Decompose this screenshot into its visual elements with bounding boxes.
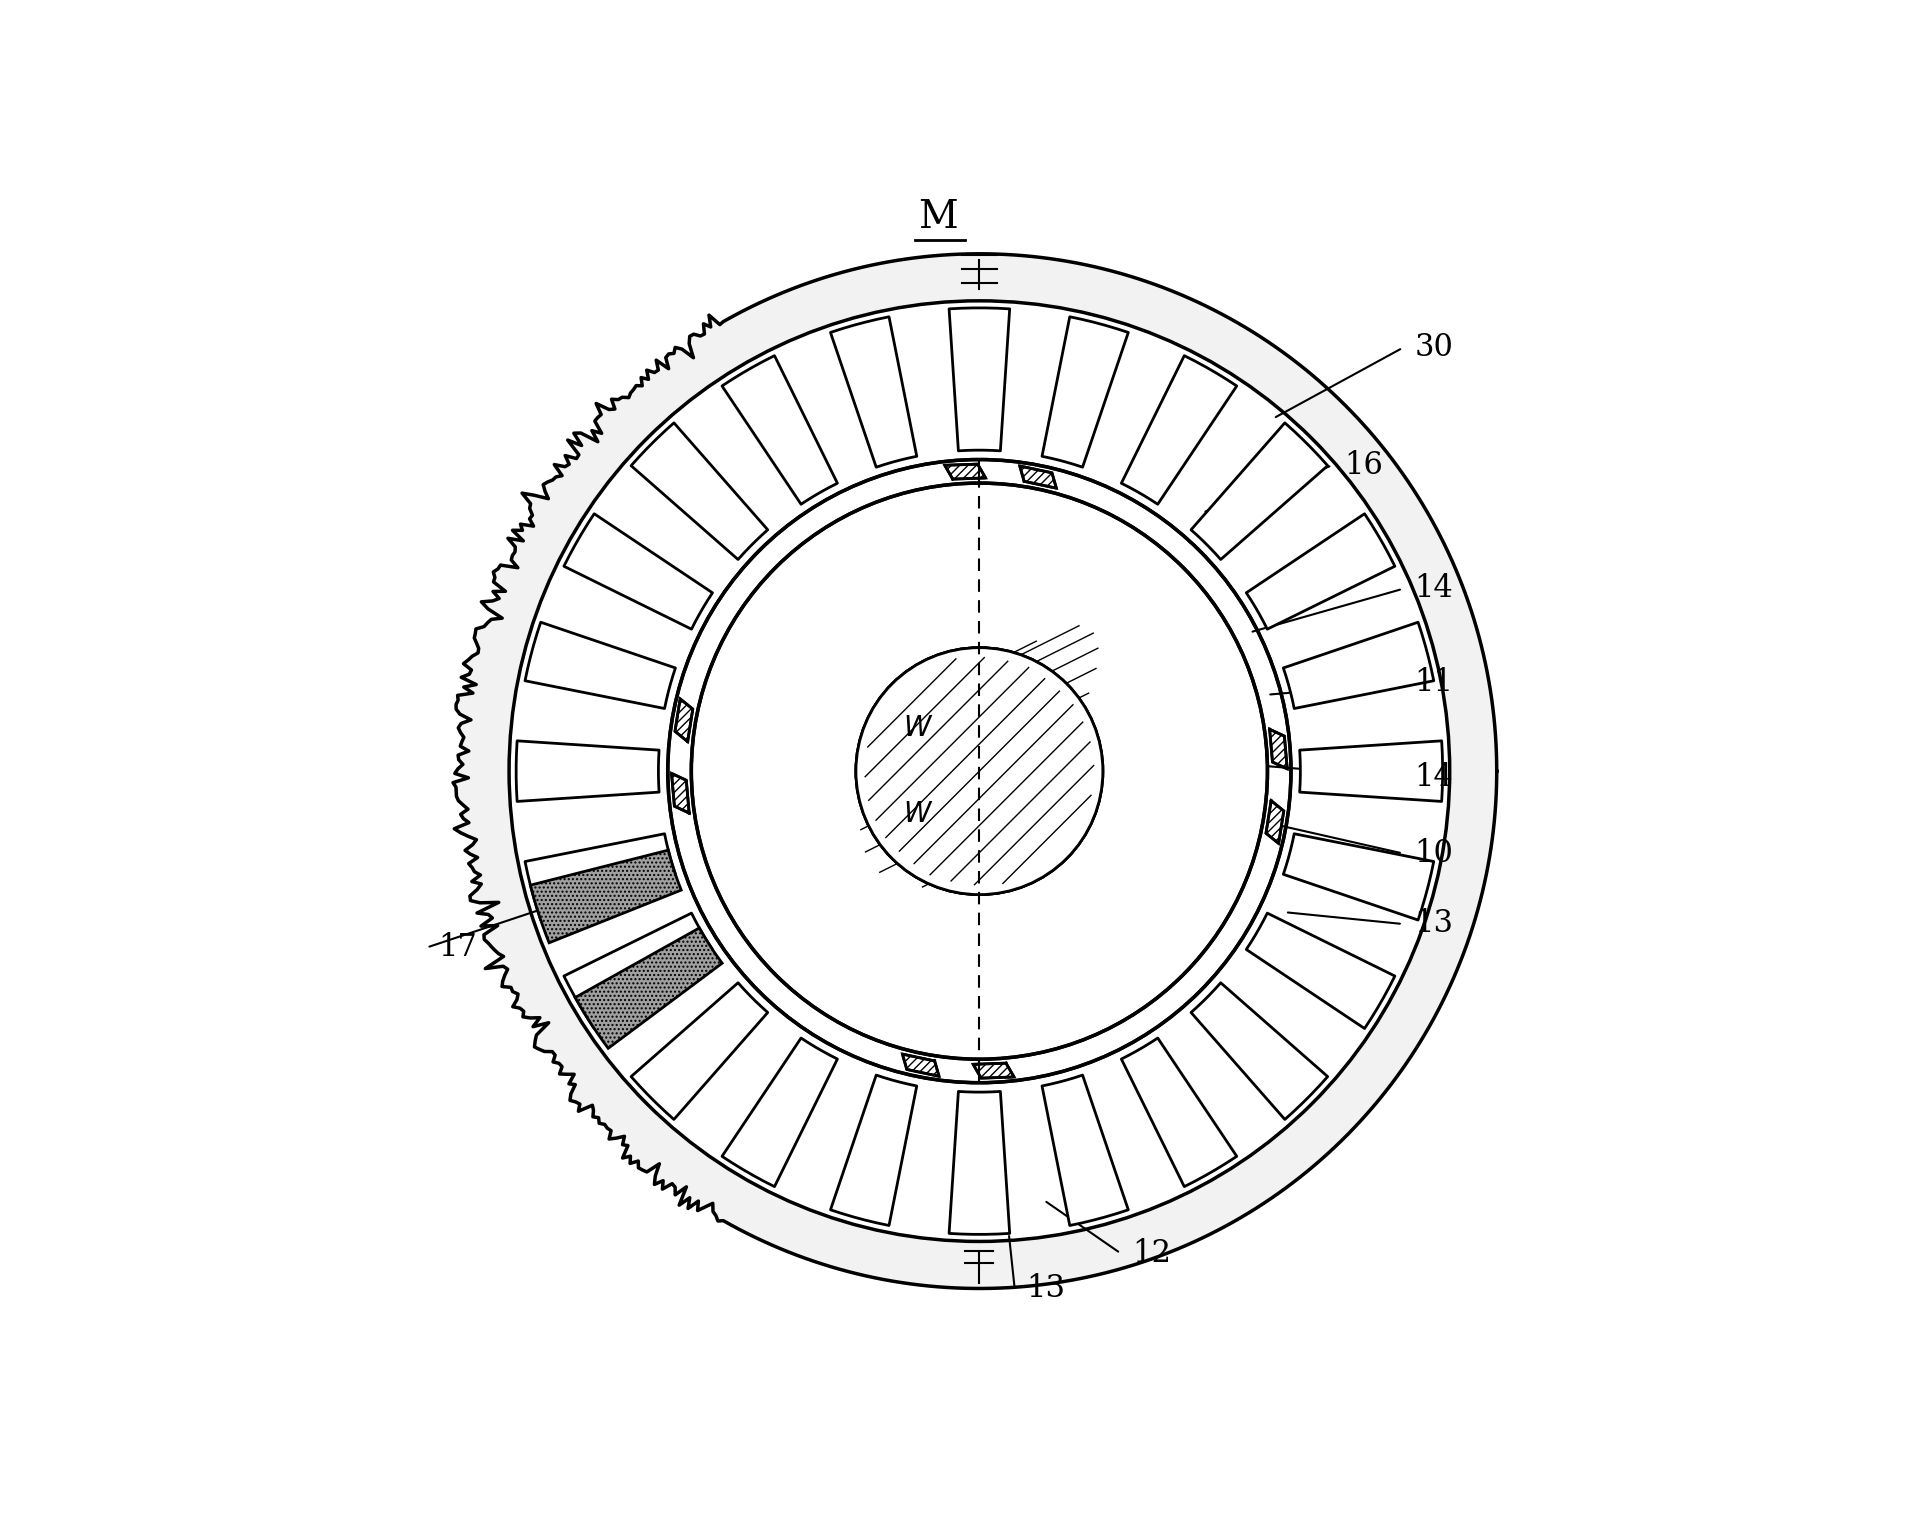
Polygon shape [1284, 834, 1433, 921]
Polygon shape [1041, 316, 1127, 467]
Polygon shape [531, 851, 680, 942]
Polygon shape [516, 741, 659, 802]
Polygon shape [1269, 730, 1288, 770]
Text: M: M [919, 199, 957, 237]
Polygon shape [564, 513, 713, 629]
Polygon shape [722, 356, 837, 504]
Text: 13: 13 [1414, 909, 1454, 939]
Text: 11: 11 [1414, 667, 1454, 698]
Polygon shape [1246, 913, 1395, 1029]
Text: 16: 16 [1343, 450, 1384, 481]
Polygon shape [1191, 423, 1328, 559]
Text: 12: 12 [1131, 1238, 1171, 1269]
Text: W: W [904, 715, 931, 742]
Polygon shape [1122, 356, 1236, 504]
Polygon shape [1191, 983, 1328, 1119]
Text: 17: 17 [438, 931, 478, 964]
Text: 10: 10 [1414, 838, 1452, 869]
Text: 14: 14 [1414, 762, 1452, 793]
Polygon shape [950, 1092, 1009, 1234]
Polygon shape [950, 308, 1009, 450]
Polygon shape [1122, 1038, 1236, 1186]
Polygon shape [1020, 466, 1057, 489]
Polygon shape [675, 699, 694, 742]
Polygon shape [1284, 621, 1433, 709]
Polygon shape [973, 1063, 1015, 1078]
Circle shape [508, 301, 1450, 1241]
Polygon shape [1041, 1075, 1127, 1226]
Polygon shape [1265, 800, 1284, 843]
Text: 30: 30 [1414, 333, 1452, 363]
Polygon shape [575, 928, 722, 1049]
Text: W: W [904, 800, 931, 828]
Polygon shape [671, 773, 690, 812]
Polygon shape [1246, 513, 1395, 629]
Polygon shape [831, 316, 917, 467]
Circle shape [856, 647, 1103, 895]
Polygon shape [564, 913, 713, 1029]
Text: 13: 13 [1026, 1274, 1066, 1304]
Polygon shape [1299, 741, 1443, 802]
Text: 14: 14 [1414, 573, 1452, 605]
Polygon shape [526, 834, 675, 921]
Polygon shape [831, 1075, 917, 1226]
Circle shape [692, 483, 1267, 1060]
Polygon shape [944, 464, 986, 479]
Polygon shape [453, 253, 1496, 1289]
Polygon shape [902, 1054, 938, 1077]
Circle shape [856, 647, 1103, 895]
Polygon shape [526, 621, 675, 709]
Polygon shape [631, 423, 768, 559]
Polygon shape [722, 1038, 837, 1186]
Polygon shape [631, 983, 768, 1119]
